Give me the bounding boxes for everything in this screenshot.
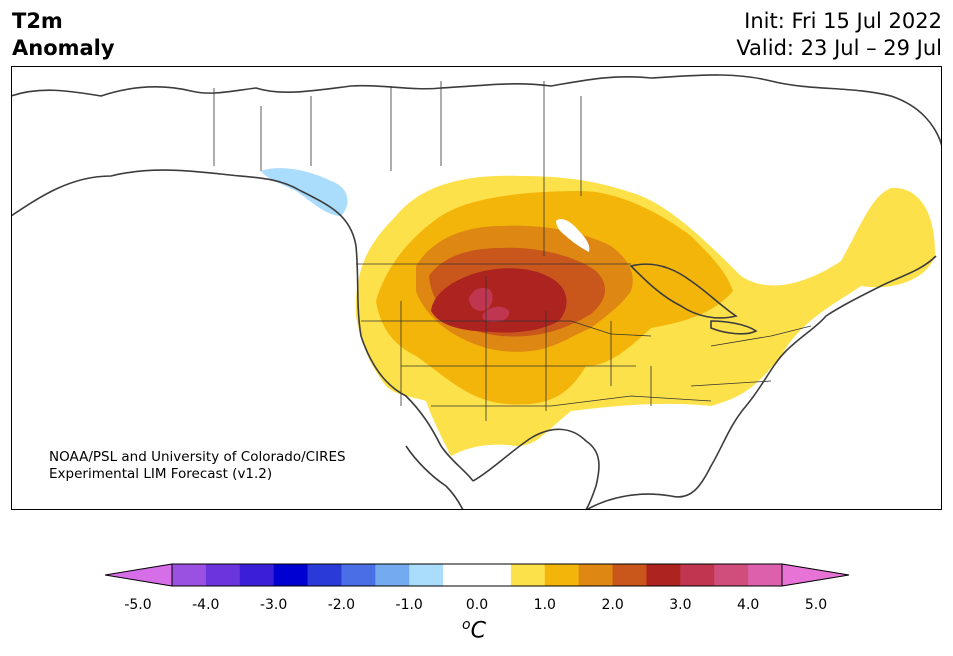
unit-symbol: C: [470, 618, 486, 644]
colorbar-cell: [273, 564, 309, 586]
valid-range: Valid: 23 Jul – 29 Jul: [736, 36, 942, 60]
colorbar-cell: [477, 564, 512, 586]
colorbar-right-arrow: [781, 563, 850, 587]
colorbar-tick-label: -3.0: [259, 597, 288, 613]
init-date: Init: Fri 15 Jul 2022: [744, 9, 942, 33]
colorbar-tick-label: 0.0: [465, 597, 489, 613]
colorbar-cell: [510, 564, 546, 586]
colorbar-cell: [646, 564, 681, 586]
colorbar-tick-label: -4.0: [192, 597, 220, 613]
anomaly-map: [11, 66, 942, 510]
colorbar-tick-label: 3.0: [669, 597, 692, 613]
credit-line-2: Experimental LIM Forecast (v1.2): [49, 466, 273, 482]
unit-degree: o: [462, 617, 471, 633]
colorbar-cell: [612, 564, 647, 586]
political-borders: [213, 81, 812, 421]
colorbar-cell: [409, 564, 444, 586]
credit-line-1: NOAA/PSL and University of Colorado/CIRE…: [49, 449, 346, 465]
colorbar-cell: [307, 564, 342, 586]
forecast-credit: NOAA/PSL and University of Colorado/CIRE…: [49, 449, 346, 483]
title-line-1: T2m: [12, 9, 63, 33]
colorbar-cell: [375, 564, 410, 586]
colorbar-tick-label: -1.0: [395, 597, 423, 613]
coastlines: [11, 74, 942, 510]
colorbar-left-arrow: [105, 563, 173, 587]
colorbar-tick-label: -5.0: [124, 597, 152, 613]
colorbar: [105, 563, 850, 587]
forecast-dates: Init: Fri 15 Jul 2022 Valid: 23 Jul – 29…: [736, 8, 942, 62]
colorbar-cell: [239, 564, 275, 586]
unit-label: oC: [462, 617, 486, 643]
colorbar-cell: [748, 564, 783, 586]
colorbar-cell: [443, 564, 478, 586]
colorbar-tick-label: 2.0: [601, 597, 624, 613]
colorbar-cell: [205, 564, 241, 586]
colorbar-cell: [578, 564, 614, 586]
colorbar-cell: [680, 564, 715, 586]
colorbar-tick-label: 5.0: [804, 597, 828, 613]
colorbar-cells: [172, 564, 783, 586]
colorbar-tick-label: 4.0: [737, 597, 760, 613]
title-line-2: Anomaly: [12, 36, 115, 60]
colorbar-cell: [714, 564, 749, 586]
map-title: T2m Anomaly: [12, 8, 115, 62]
colorbar-cell: [544, 564, 580, 586]
colorbar-cell: [172, 564, 207, 586]
colorbar-tick-label: 1.0: [533, 597, 556, 613]
colorbar-tick-label: -2.0: [327, 597, 356, 613]
colorbar-cell: [341, 564, 376, 586]
